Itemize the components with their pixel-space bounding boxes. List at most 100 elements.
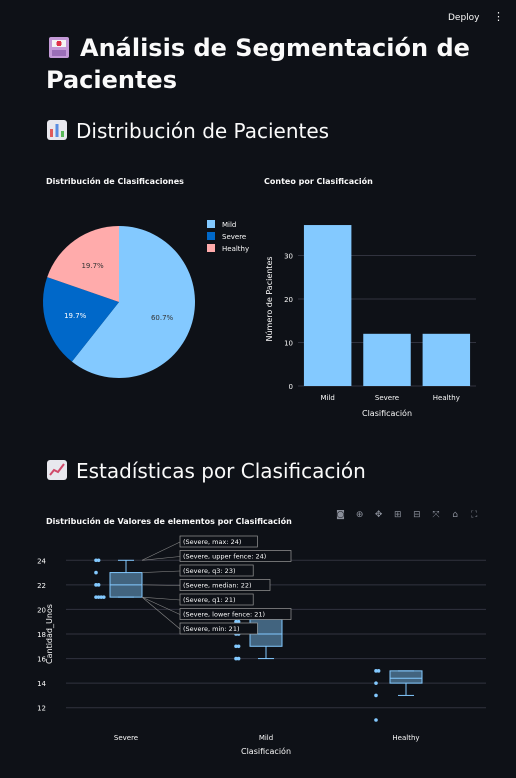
- bar-x-axis-label: Clasificación: [362, 408, 412, 418]
- legend-label-healthy: Healthy: [222, 245, 249, 253]
- hover-label-text: (Severe, min: 21): [183, 625, 240, 633]
- box-y-tick: 16: [37, 656, 46, 664]
- hover-connector: [141, 596, 181, 601]
- box-point-mild: [236, 656, 241, 661]
- autoscale-icon[interactable]: ⤧: [432, 510, 440, 520]
- chart-modebar: ◙ ⊕ ✥ ⊞ ⊟ ⤧ ⌂ ⛶: [336, 502, 484, 520]
- pan-icon[interactable]: ✥: [374, 510, 383, 520]
- hover-label-box: [179, 608, 292, 620]
- box-x-tick: Healthy: [392, 734, 419, 742]
- fullscreen-icon[interactable]: ⛶: [471, 510, 478, 520]
- section-title-statistics: Estadísticas por Clasificación: [46, 457, 366, 485]
- box-y-tick: 20: [37, 606, 46, 614]
- hover-label-text: (Severe, q3: 23): [183, 567, 236, 575]
- box-point-healthy: [374, 693, 378, 698]
- hover-connector: [141, 570, 181, 573]
- pie-label-severe: 19.7%: [64, 312, 87, 320]
- pie-label-mild: 60.7%: [151, 314, 174, 322]
- bar-severe: [363, 333, 411, 386]
- hover-label-text: (Severe, max: 24): [183, 538, 241, 546]
- hover-connector: [141, 596, 181, 615]
- box-point-severe: [96, 558, 101, 563]
- hover-label-box: [179, 535, 258, 548]
- box-y-tick: 22: [37, 582, 46, 590]
- box-x-tick: Severe: [114, 734, 138, 742]
- hover-connector: [141, 584, 181, 586]
- box-point-severe: [96, 595, 101, 599]
- zoom-out-icon[interactable]: ⊟: [413, 510, 421, 520]
- box-point-mild: [234, 656, 238, 661]
- bar-y-tick: 10: [284, 340, 293, 348]
- zoom-icon[interactable]: ⊕: [355, 510, 364, 520]
- box-point-mild: [236, 644, 241, 649]
- bar-y-axis-label: Número de Pacientes: [265, 256, 274, 341]
- box-body-healthy: [389, 670, 423, 684]
- hover-label-text: (Severe, q1: 21): [183, 596, 236, 604]
- home-icon[interactable]: ⌂: [452, 510, 458, 520]
- box-point-mild: [234, 644, 238, 649]
- hover-label-text: (Severe, upper fence: 24): [183, 553, 266, 561]
- pie-slice-severe: [42, 277, 119, 362]
- pie-slice-healthy: [47, 226, 120, 302]
- bar-y-tick: 20: [284, 296, 293, 304]
- hover-label-box: [179, 593, 254, 606]
- box-y-tick: 14: [37, 680, 46, 688]
- box-point-severe: [96, 583, 101, 587]
- hover-connector: [141, 556, 181, 561]
- box-x-axis-label: Clasificación: [241, 746, 291, 756]
- box-point-severe: [94, 595, 98, 599]
- page-title-text: Análisis de Segmentación de Pacientes: [46, 34, 470, 94]
- hover-connector: [141, 596, 181, 630]
- legend-swatch-severe: [207, 232, 215, 240]
- hover-label-box: [179, 622, 258, 635]
- box-point-severe: [94, 558, 98, 563]
- hospital-icon: [49, 37, 69, 58]
- hover-label-text: (Severe, lower fence: 21): [183, 611, 265, 619]
- section-title-distribution-text: Distribución de Pacientes: [76, 119, 330, 143]
- box-y-tick: 24: [37, 557, 46, 565]
- box-point-healthy: [374, 669, 378, 673]
- bar-y-tick: 30: [284, 253, 293, 261]
- bar-y-tick: 0: [289, 383, 293, 391]
- box-point-mild: [236, 619, 241, 624]
- legend-label-mild: Mild: [222, 221, 236, 229]
- hover-label-box: [179, 579, 271, 591]
- section-title-statistics-text: Estadísticas por Clasificación: [76, 459, 366, 483]
- camera-icon[interactable]: ◙: [336, 510, 345, 520]
- box-point-healthy: [374, 681, 378, 685]
- box-y-tick: 12: [37, 705, 46, 713]
- page-title: Análisis de Segmentación de Pacientes: [46, 32, 486, 96]
- box-y-tick: 18: [37, 631, 46, 639]
- box-point-severe: [94, 583, 98, 587]
- bar-mild: [303, 225, 352, 386]
- box-chart: 12 14 16 18 20 22 24 Severe Mild Healthy (Severe, …: [37, 535, 486, 756]
- pie-slice-mild: [71, 226, 196, 378]
- box-point-severe: [102, 595, 106, 599]
- box-x-tick: Mild: [259, 734, 273, 742]
- legend-swatch-mild: [207, 220, 215, 228]
- trend-chart-icon: [47, 460, 67, 480]
- bar-x-tick: Healthy: [433, 394, 460, 402]
- kebab-menu-icon[interactable]: ⋮: [493, 10, 504, 23]
- hover-connector: [141, 541, 181, 561]
- deploy-button[interactable]: Deploy: [448, 13, 480, 23]
- pie-chart-title: Distribución de Clasificaciones: [46, 177, 184, 186]
- box-severe: [109, 559, 143, 598]
- bar-chart-icon: [47, 120, 67, 140]
- box-point-healthy: [376, 669, 381, 673]
- hover-label-text: (Severe, median: 22): [183, 582, 252, 590]
- box-point-severe: [94, 570, 98, 575]
- box-point-mild: [234, 619, 238, 624]
- hover-label-box: [179, 550, 292, 562]
- box-point-severe: [99, 595, 103, 599]
- bar-x-tick: Mild: [320, 394, 334, 402]
- box-y-axis-label: Cantidad_Unos: [45, 604, 54, 664]
- app-header: Deploy ⋮: [0, 0, 516, 40]
- legend-label-severe: Severe: [222, 233, 246, 241]
- pie-chart: 60.7% 19.7% 19.7% Mild Severe Healthy: [42, 220, 249, 378]
- legend-swatch-healthy: [207, 244, 215, 252]
- box-point-healthy: [374, 718, 378, 722]
- hover-label-box: [179, 564, 254, 577]
- zoom-in-icon[interactable]: ⊞: [394, 510, 402, 520]
- box-chart-title: Distribución de Valores de elementos por…: [46, 517, 292, 526]
